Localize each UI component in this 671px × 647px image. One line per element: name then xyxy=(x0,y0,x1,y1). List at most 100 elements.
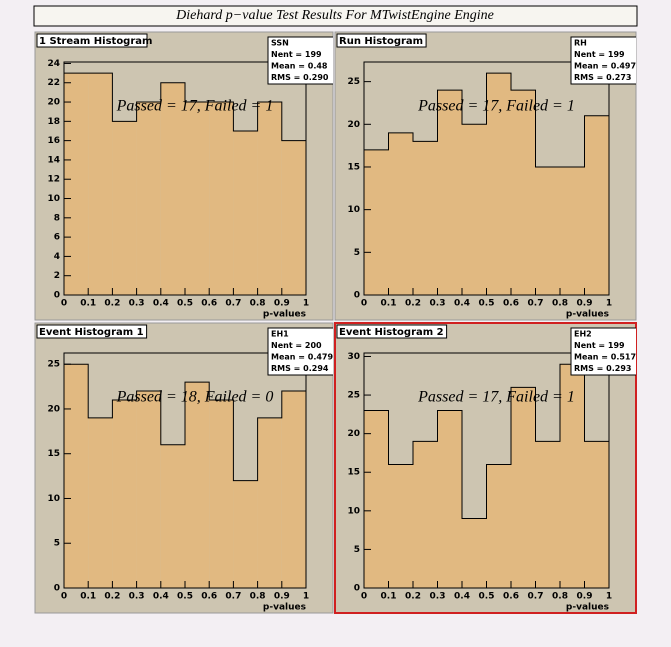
x-tick-label: 1 xyxy=(606,592,612,602)
stats-box: RH Nent = 199 Mean = 0.497 RMS = 0.273 xyxy=(570,36,636,85)
pad: 0 5 10 15 20 25 0 0.1 0.2 0.3 0.4 0.5 0.6 0.7 0.8 0.9 1p… xyxy=(334,31,637,321)
stats-box: EH1 Nent = 200 Mean = 0.479 RMS = 0.294 xyxy=(267,327,333,376)
x-tick-label: 0.3 xyxy=(430,592,446,602)
bar xyxy=(281,140,306,295)
bar xyxy=(64,73,89,295)
x-tick-label: 1 xyxy=(606,299,612,309)
stats-name: EH1 xyxy=(271,330,289,339)
x-tick-label: 0.7 xyxy=(528,299,544,309)
x-tick-label: 0.4 xyxy=(454,592,470,602)
x-tick-label: 0.1 xyxy=(80,592,96,602)
bar xyxy=(560,364,585,588)
y-tick-label: 22 xyxy=(47,78,60,88)
bar xyxy=(413,441,438,588)
pad-title-box xyxy=(336,33,427,48)
bar xyxy=(88,73,113,295)
y-tick-label: 0 xyxy=(354,291,360,301)
x-tick-label: 0.7 xyxy=(225,299,241,309)
bar xyxy=(388,132,413,295)
x-tick-label: 1 xyxy=(303,299,309,309)
stats-background xyxy=(267,36,333,85)
x-tick-label: 0.8 xyxy=(552,592,568,602)
y-tick-label: 2 xyxy=(54,271,60,281)
x-tick-label: 0.2 xyxy=(104,592,120,602)
y-tick-label: 8 xyxy=(54,213,60,223)
x-tick-label: 0 xyxy=(361,299,367,309)
stats-rms: RMS = 0.273 xyxy=(574,73,631,82)
y-tick-label: 10 xyxy=(347,205,360,215)
y-tick-label: 10 xyxy=(347,506,360,516)
x-tick-label: 0.6 xyxy=(201,592,217,602)
x-tick-label: 0.7 xyxy=(528,592,544,602)
frame-border xyxy=(63,352,307,589)
y-tick-label: 20 xyxy=(47,98,60,108)
y-tick-label: 5 xyxy=(354,248,360,258)
frame-border xyxy=(63,61,307,296)
title-box xyxy=(33,5,638,27)
x-tick-label: 0.4 xyxy=(153,299,169,309)
x-tick-label: 0.2 xyxy=(405,299,421,309)
stats-rms: RMS = 0.293 xyxy=(574,364,631,373)
bar xyxy=(281,391,306,588)
y-tick-label: 0 xyxy=(54,291,60,301)
stats-name: EH2 xyxy=(574,330,592,339)
stats-name: SSN xyxy=(271,39,289,48)
x-axis-label: p-values xyxy=(566,603,609,613)
x-tick-label: 0.9 xyxy=(577,299,593,309)
stats-entries: Nent = 199 xyxy=(574,50,625,59)
bar xyxy=(535,166,560,295)
pad-title-box xyxy=(36,324,148,339)
x-axis-label: p-values xyxy=(263,603,306,613)
stats-entries: Nent = 200 xyxy=(271,341,322,350)
bar xyxy=(136,102,161,295)
pad: 0 5 10 15 20 25 30 0 0.1 0.2 0.3 0.4 0.5 0.6 0.7 0.8 0.9… xyxy=(334,322,637,614)
stats-mean: Mean = 0.479 xyxy=(271,353,333,362)
bar xyxy=(364,149,389,295)
x-tick-label: 0.1 xyxy=(381,299,397,309)
stats-mean: Mean = 0.497 xyxy=(574,62,636,71)
bar xyxy=(511,387,536,588)
stats-background xyxy=(267,327,333,376)
pad-title-box xyxy=(336,324,448,339)
y-tick-label: 5 xyxy=(354,545,360,555)
histogram-outline xyxy=(63,363,307,588)
y-tick-label: 6 xyxy=(54,233,60,243)
y-tick-label: 15 xyxy=(347,468,360,478)
x-tick-label: 0.5 xyxy=(177,592,193,602)
y-tick-label: 5 xyxy=(54,539,60,549)
x-axis-label: p-values xyxy=(566,310,609,320)
x-tick-label: 0.3 xyxy=(430,299,446,309)
stats-entries: Nent = 199 xyxy=(271,50,322,59)
y-tick-label: 20 xyxy=(347,120,360,130)
x-tick-label: 0.3 xyxy=(129,592,145,602)
stats-rms: RMS = 0.294 xyxy=(271,364,329,373)
stats-box: EH2 Nent = 199 Mean = 0.517 RMS = 0.293 xyxy=(570,327,636,376)
pad-title: Run Histogram xyxy=(339,36,423,47)
bar xyxy=(462,124,487,295)
x-tick-label: 0.4 xyxy=(454,299,470,309)
bar xyxy=(64,364,89,588)
y-tick-label: 16 xyxy=(47,136,60,146)
histogram-outline xyxy=(63,72,307,295)
y-tick-label: 15 xyxy=(347,162,360,172)
y-tick-label: 20 xyxy=(347,429,360,439)
x-tick-label: 0.9 xyxy=(274,299,290,309)
bar xyxy=(88,417,113,588)
stats-name: RH xyxy=(574,39,587,48)
bar xyxy=(136,391,161,588)
x-tick-label: 0.3 xyxy=(129,299,145,309)
x-tick-label: 0.5 xyxy=(479,592,495,602)
bar xyxy=(185,102,210,295)
pad-title: 1 Stream Histogram xyxy=(39,36,152,47)
frame-border xyxy=(363,61,610,296)
x-tick-label: 0 xyxy=(61,299,67,309)
pad-title-box xyxy=(36,33,148,48)
bar xyxy=(364,410,389,588)
bar xyxy=(209,400,234,588)
x-tick-label: 0.7 xyxy=(225,592,241,602)
y-tick-label: 18 xyxy=(47,117,60,127)
x-tick-label: 0.2 xyxy=(405,592,421,602)
x-tick-label: 0.9 xyxy=(274,592,290,602)
